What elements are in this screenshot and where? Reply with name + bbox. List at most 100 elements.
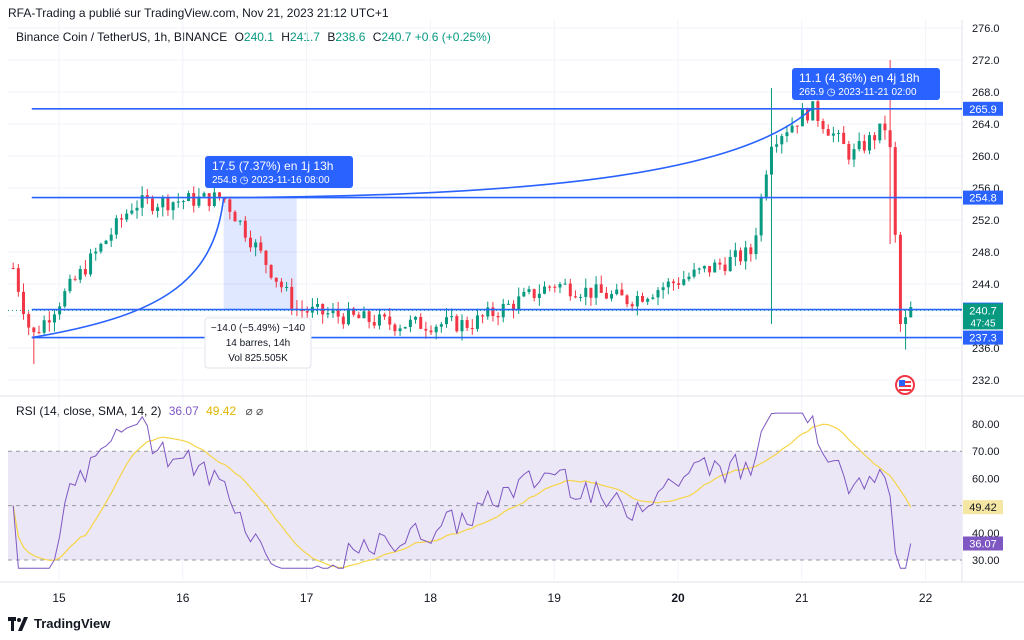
ohlc-legend: Binance Coin / TetherUS, 1h, BINANCE O24… [16, 30, 491, 44]
candle-body [336, 310, 340, 317]
open-value: 240.1 [243, 30, 274, 44]
price-tick-label: 244.0 [972, 279, 1000, 291]
candle-body [78, 268, 82, 280]
candle-body [341, 316, 345, 325]
candle-body [630, 304, 634, 307]
candle-body [553, 286, 557, 288]
rsi-tick-label: 60.00 [972, 473, 1000, 485]
low-value: 238.6 [335, 30, 366, 44]
candle-body [594, 284, 598, 298]
candle-body [506, 303, 510, 305]
candle-body [718, 262, 722, 265]
rsi-ma-value: 49.42 [206, 404, 237, 418]
candle-body [769, 146, 773, 175]
candle-body [878, 123, 882, 141]
candle-body [842, 132, 846, 144]
candle-body [125, 213, 129, 220]
candle-body [532, 289, 536, 299]
candle-body [52, 314, 56, 323]
candle-body [223, 197, 227, 200]
candle-body [99, 243, 103, 252]
time-tick-label: 20 [671, 591, 685, 605]
candle-body [713, 262, 717, 273]
candle-body [677, 283, 681, 285]
measure-box-left-bg [205, 156, 353, 188]
candle-body [610, 294, 614, 299]
rsi-label[interactable]: RSI (14, close, SMA, 14, 2) [16, 404, 162, 418]
candle-body [543, 286, 547, 294]
rsi-badge [963, 500, 1003, 515]
candle-body [548, 286, 552, 288]
candle-body [68, 278, 72, 292]
candle-body [218, 192, 222, 198]
candle-body [692, 269, 696, 277]
candle-body [723, 264, 727, 272]
candle-body [367, 311, 371, 323]
candle-body [893, 147, 897, 235]
candle-body [806, 109, 810, 121]
candle-body [22, 291, 26, 315]
candle-body [274, 277, 278, 282]
candle-body [697, 268, 701, 270]
candle-body [898, 234, 902, 324]
candle-body [733, 250, 737, 258]
candle-body [604, 292, 608, 299]
price-badge [963, 303, 1003, 330]
candle-body [305, 311, 309, 313]
time-tick-label: 18 [424, 591, 438, 605]
price-badge-countdown: 47:45 [970, 318, 995, 329]
candle-body [656, 290, 660, 298]
symbol-name[interactable]: Binance Coin / TetherUS, 1h, BINANCE [16, 30, 228, 44]
candle-body [388, 316, 392, 325]
rsi-ma-line [12, 423, 912, 569]
candle-body [202, 193, 206, 197]
price-tick-label: 260.0 [972, 151, 1000, 163]
candle-body [744, 247, 748, 262]
candle-body [739, 250, 743, 262]
measure-box-right-line1: 11.1 (4.36%) en 4j 18h [799, 71, 920, 85]
rsi-tick-label: 70.00 [972, 446, 1000, 458]
candle-body [104, 240, 108, 244]
candle-body [269, 264, 273, 278]
candle-body [491, 307, 495, 317]
candle-body [620, 289, 624, 296]
candle-body [682, 279, 686, 285]
candle-body [63, 291, 67, 307]
measure-box-left-line2: 254.8 ◷ 2023-11-16 08:00 [212, 175, 330, 186]
candle-body [176, 201, 180, 203]
candle-body [212, 192, 216, 206]
candle-body [579, 296, 583, 298]
candle-body [837, 132, 841, 134]
candle-body [408, 319, 412, 327]
candle-body [455, 316, 459, 332]
candle-body [671, 281, 675, 284]
candle-body [192, 193, 196, 206]
candle-body [641, 295, 645, 302]
time-tick-label: 16 [176, 591, 190, 605]
measure-box-right-bg [792, 68, 940, 100]
candle-body [228, 199, 232, 212]
range-info-tooltip: −14.0 (−5.49%) −140 14 barres, 14h Vol 825… [204, 317, 312, 369]
candle-body [197, 196, 201, 206]
candle-body [398, 328, 402, 332]
candle-body [259, 242, 263, 251]
candle-body [83, 268, 87, 275]
candle-body [517, 296, 521, 310]
time-tick-label: 19 [548, 591, 562, 605]
price-tick-label: 268.0 [972, 87, 1000, 99]
us-flag-event-icon[interactable] [893, 374, 919, 396]
candle-body [94, 251, 98, 254]
time-tick-label: 17 [300, 591, 314, 605]
candle-body [883, 123, 887, 131]
price-tick-label: 232.0 [972, 375, 1000, 387]
candle-body [362, 311, 366, 319]
visibility-icons[interactable]: ⌀ ⌀ [245, 404, 264, 418]
candle-body [32, 327, 36, 333]
open-label: O [234, 30, 244, 44]
candle-body [279, 281, 283, 288]
candle-body [393, 324, 397, 332]
candle-body [383, 314, 387, 317]
candle-body [909, 307, 913, 318]
candle-body [816, 101, 820, 121]
